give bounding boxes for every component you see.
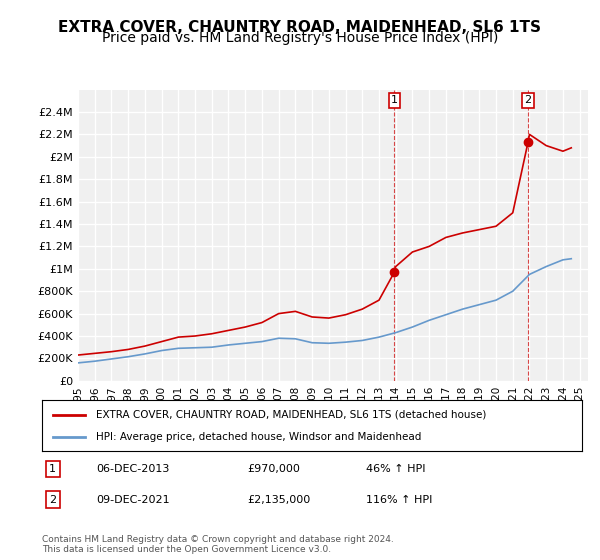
Text: 2: 2: [524, 95, 532, 105]
Text: EXTRA COVER, CHAUNTRY ROAD, MAIDENHEAD, SL6 1TS (detached house): EXTRA COVER, CHAUNTRY ROAD, MAIDENHEAD, …: [96, 409, 487, 419]
Text: £2,135,000: £2,135,000: [247, 495, 310, 505]
Text: HPI: Average price, detached house, Windsor and Maidenhead: HPI: Average price, detached house, Wind…: [96, 432, 421, 442]
Text: £970,000: £970,000: [247, 464, 300, 474]
Text: 06-DEC-2013: 06-DEC-2013: [96, 464, 169, 474]
Text: 116% ↑ HPI: 116% ↑ HPI: [366, 495, 433, 505]
Text: Contains HM Land Registry data © Crown copyright and database right 2024.
This d: Contains HM Land Registry data © Crown c…: [42, 535, 394, 554]
Text: 46% ↑ HPI: 46% ↑ HPI: [366, 464, 425, 474]
Text: 1: 1: [49, 464, 56, 474]
Text: 09-DEC-2021: 09-DEC-2021: [96, 495, 170, 505]
Text: 1: 1: [391, 95, 398, 105]
Text: 2: 2: [49, 495, 56, 505]
Text: Price paid vs. HM Land Registry's House Price Index (HPI): Price paid vs. HM Land Registry's House …: [102, 31, 498, 45]
Text: EXTRA COVER, CHAUNTRY ROAD, MAIDENHEAD, SL6 1TS: EXTRA COVER, CHAUNTRY ROAD, MAIDENHEAD, …: [59, 20, 542, 35]
